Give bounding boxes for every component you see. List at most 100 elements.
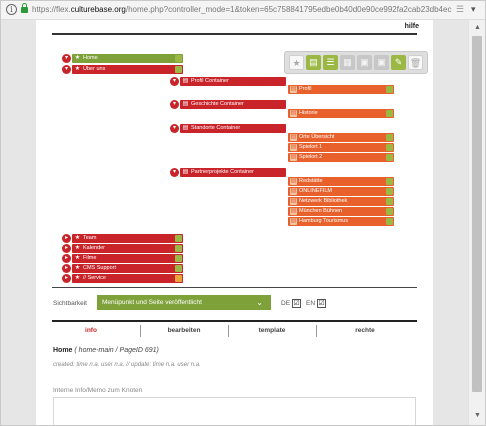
info-icon[interactable]: i: [6, 4, 17, 15]
tree-node-historie[interactable]: ▤ Historie: [288, 109, 394, 118]
expand-toggle[interactable]: ▸: [62, 264, 71, 273]
tree-node-ueber-uns[interactable]: ★ Über uns: [72, 65, 183, 74]
lang-en-checkbox[interactable]: ☑: [317, 299, 326, 308]
tree-node-redstaette[interactable]: ▤ Redstätte: [288, 177, 394, 186]
tree-node-team[interactable]: ★ Team: [72, 234, 183, 243]
expand-toggle[interactable]: ▸: [62, 254, 71, 263]
list-icon[interactable]: ☰: [323, 55, 338, 70]
help-link[interactable]: hilfe: [404, 23, 419, 30]
address-bar[interactable]: i https://flex.culturebase.org/home.php?…: [1, 1, 485, 20]
scroll-thumb[interactable]: [472, 36, 482, 392]
page-meta: created: time n.a. user n.a. // update: …: [53, 362, 201, 368]
collapse-toggle[interactable]: ▾: [62, 54, 71, 63]
page-icon: ▤: [290, 134, 297, 141]
page-icon: ▤: [182, 78, 189, 84]
visibility-label: Sichtbarkeit: [53, 300, 87, 307]
tab-rechte[interactable]: rechte: [355, 327, 375, 334]
star-icon: ★: [74, 265, 81, 271]
tree-node-profil-container[interactable]: ▤ Profil Container: [180, 77, 286, 86]
menu-icon[interactable]: ▾: [471, 4, 476, 14]
collapse-toggle[interactable]: ▾: [170, 77, 179, 86]
page-icon: ▤: [290, 218, 297, 225]
status-tag: [386, 86, 393, 93]
page-icon: ▤: [290, 208, 297, 215]
status-tag: [386, 110, 393, 117]
cms-page: hilfe ▾ ★ Home ▾ ★ Über uns ▾ ▤ Profil C…: [36, 20, 433, 425]
status-tag: [386, 208, 393, 215]
trash-icon[interactable]: 🗑: [408, 55, 423, 70]
tree-node-muenchen[interactable]: ▤ München Bühnen: [288, 207, 394, 216]
star-icon: ★: [74, 255, 81, 261]
expand-toggle[interactable]: ▸: [62, 274, 71, 283]
tab-separator: [228, 325, 229, 337]
box2-icon[interactable]: ▣: [374, 55, 389, 70]
grid-icon[interactable]: ▦: [340, 55, 355, 70]
collapse-toggle[interactable]: ▾: [170, 168, 179, 177]
tab-separator: [140, 325, 141, 337]
page-icon: ▤: [290, 188, 297, 195]
chevron-down-icon: ⌄: [256, 298, 263, 307]
tree-node-home[interactable]: ★ Home: [72, 54, 183, 63]
page-icon[interactable]: ▤: [306, 55, 321, 70]
scroll-up-icon[interactable]: ▲: [474, 24, 481, 31]
tree-node-hamburg[interactable]: ▤ Hamburg Tourismus: [288, 217, 394, 226]
status-tag: [175, 275, 182, 282]
tree-node-service[interactable]: ★ // Service: [72, 274, 183, 283]
tree-node-spielort-2[interactable]: ▤ Spielort 2: [288, 153, 394, 162]
detail-tabs: info bearbeiten template rechte: [52, 320, 417, 340]
tree-node-kalender[interactable]: ★ Kalender: [72, 244, 183, 253]
status-tag: [175, 255, 182, 262]
visibility-select[interactable]: Menüpunkt und Seite veröffentlicht ⌄: [97, 295, 271, 310]
url-text[interactable]: https://flex.culturebase.org/home.php?co…: [32, 5, 452, 14]
tree-node-netzwerk[interactable]: ▤ Netzwerk Bibliothek: [288, 197, 394, 206]
expand-toggle[interactable]: ▸: [62, 234, 71, 243]
tree-node-filme[interactable]: ★ Filme: [72, 254, 183, 263]
page-title: Home ( home-main / PageID 691): [53, 347, 159, 354]
tree-node-orte-uebersicht[interactable]: ▤ Orte Übersicht: [288, 133, 394, 142]
star-icon[interactable]: ★: [289, 55, 304, 70]
tree-node-profil[interactable]: ▤ Profil: [288, 85, 394, 94]
collapse-toggle[interactable]: ▾: [170, 124, 179, 133]
scroll-down-icon[interactable]: ▼: [474, 412, 481, 419]
star-icon: ★: [74, 235, 81, 241]
tab-info[interactable]: info: [54, 322, 128, 340]
status-tag: [386, 188, 393, 195]
page-icon: ▤: [290, 144, 297, 151]
page-icon: ▤: [290, 154, 297, 161]
status-tag: [386, 144, 393, 151]
status-tag: [175, 245, 182, 252]
lang-de-label: DE: [281, 300, 291, 307]
status-tag: [175, 265, 182, 272]
status-tag: [386, 134, 393, 141]
tree-node-cms-support[interactable]: ★ CMS Support: [72, 264, 183, 273]
tab-bearbeiten[interactable]: bearbeiten: [167, 327, 201, 334]
node-toolbar: ★ ▤ ☰ ▦ ▣ ▣ ✎ 🗑: [284, 51, 428, 74]
status-tag: [386, 154, 393, 161]
collapse-toggle[interactable]: ▾: [62, 65, 71, 74]
status-tag: [175, 235, 182, 242]
tree-node-geschichte-container[interactable]: ▤ Geschichte Container: [180, 100, 286, 109]
edit-icon[interactable]: ✎: [391, 55, 406, 70]
tree-node-standorte-container[interactable]: ▤ Standorte Container: [180, 124, 286, 133]
page-icon: ▤: [290, 86, 297, 93]
page-icon: ▤: [290, 178, 297, 185]
status-tag: [175, 66, 182, 73]
tree-divider: [52, 287, 417, 288]
status-tag: [386, 198, 393, 205]
page-icon: ▤: [182, 125, 189, 131]
tree-node-onlinefilm[interactable]: ▤ ONLINEFILM: [288, 187, 394, 196]
header-divider: [52, 33, 417, 35]
page-icon: ▤: [290, 198, 297, 205]
expand-toggle[interactable]: ▸: [62, 244, 71, 253]
tree-node-partner-container[interactable]: ▤ Partnerprojekte Container: [180, 168, 286, 177]
box-icon[interactable]: ▣: [357, 55, 372, 70]
memo-textarea[interactable]: [53, 397, 416, 425]
lang-de-checkbox[interactable]: ☑: [292, 299, 301, 308]
extension-icon[interactable]: ☰: [456, 4, 465, 14]
vertical-scrollbar[interactable]: ▲ ▼: [468, 20, 485, 425]
star-icon: ★: [74, 245, 81, 251]
collapse-toggle[interactable]: ▾: [170, 100, 179, 109]
tree-node-spielort-1[interactable]: ▤ Spielort 1: [288, 143, 394, 152]
tab-template[interactable]: template: [258, 327, 286, 334]
